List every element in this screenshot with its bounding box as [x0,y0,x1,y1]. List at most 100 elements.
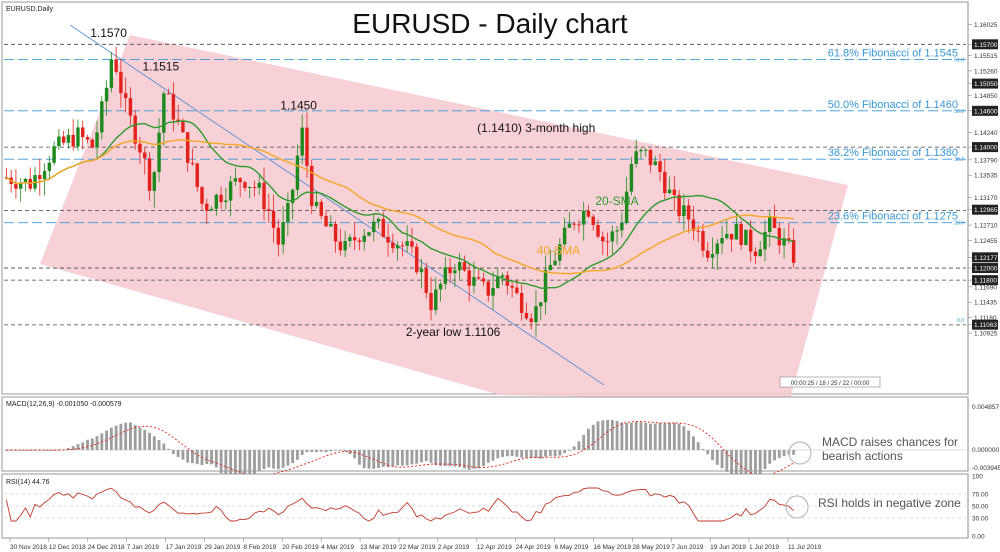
macd-bar [658,423,662,450]
macd-bar [653,423,657,450]
date-tick-label-2: 24 Dec 2018 [88,544,125,551]
macd-bar [281,450,285,468]
candle-body [596,225,600,237]
price-tick-label-20: 1.11180 [974,315,997,322]
price-tick-highlight-21 [972,319,998,330]
fib-label-2: 38.2% Fibonacci of 1.1380 [828,147,958,159]
macd-bar [291,450,295,464]
candle-body [76,127,80,147]
candle-body [720,238,724,244]
macd-bar [472,450,476,469]
candle-body [648,149,653,166]
macd-bar [295,450,299,460]
candle-body [562,227,567,245]
macd-bar [758,450,762,474]
candle-body [414,246,419,273]
candle-body [515,287,519,294]
annotation-3: (1.1410) 3-month high [477,121,595,135]
candle-body [400,245,405,247]
candle-body [462,262,467,271]
date-tick-label-11: 2 Apr 2019 [438,544,470,551]
candle-body [367,232,371,236]
macd-bar [453,450,457,467]
macd-bar [248,450,252,477]
macd-bar [672,422,676,450]
price-tick-label-11: 1.13170 [974,195,998,202]
candle-body [343,240,347,251]
candle-body [314,201,319,206]
rsi-highlight-circle [785,495,809,519]
candle-body [338,241,343,251]
macd-bar [243,450,247,478]
candle-body [443,267,448,284]
price-tick-label-10: 1.13535 [974,173,998,180]
trendline [69,24,605,386]
candle-body [486,281,490,296]
macd-bar [577,441,581,450]
macd-bar [634,421,638,450]
macd-bar [310,450,314,453]
price-tick-label-17: 1.11800 [974,278,997,285]
macd-bar [424,450,428,462]
candle-body [333,223,338,242]
candle-body [591,216,595,226]
candle-body [157,132,161,173]
macd-bar [47,450,51,451]
candle-body [205,203,209,211]
price-tick-label-4: 1.15050 [974,81,998,88]
macd-bar [773,450,776,461]
candle-body [300,127,304,156]
candle-body [429,292,433,311]
price-tick-label-5: 1.14850 [974,93,998,100]
fib-tag-2: 38.2 [954,157,964,163]
rsi-label: RSI(14) 44.76 [6,479,50,486]
candle-body [715,243,719,255]
macd-bar [358,450,361,465]
macd-bar [649,423,652,450]
candle-body [224,200,228,203]
macd-annotation-line2: bearish actions [822,449,903,463]
candle-body [181,121,185,133]
candle-body [500,275,505,277]
candle-body [348,237,352,241]
candle-body [620,222,624,231]
price-tick-highlight-6 [972,105,998,116]
candle-body [38,175,42,180]
candle-body [23,178,28,183]
price-tick-highlight-16 [972,263,998,274]
candle-body [395,245,400,249]
price-tick-label-13: 1.12710 [974,223,998,230]
macd-bar [138,427,142,450]
macd-bar [505,450,509,457]
rsi-axis: 100 70.00 50.00 30.00 0.00 [967,474,989,541]
descending-channel [40,35,848,400]
candle-body [257,182,261,188]
candle-body [653,161,657,166]
macd-bar [162,443,166,450]
date-tick-label-1: 12 Dec 2018 [49,544,86,551]
candle-body [295,155,300,190]
macd-bar [691,436,695,450]
macd-bar [219,450,223,474]
macd-bar [109,427,113,450]
candle-body [586,210,591,217]
macd-panel-frame [1,396,969,472]
macd-bar [210,450,213,465]
macd-bar [224,450,228,478]
fib-tag-0: 61.8 [954,57,964,63]
macd-bar [348,450,352,454]
period-box-text: 00:00:25 / 18 / 25 / 22 / 00:00 [791,381,870,387]
macd-bar [739,450,743,479]
annotation-1: 1.1515 [142,59,179,73]
macd-bar [353,450,357,459]
candle-body [166,93,171,95]
channel-polygon [40,35,848,400]
macd-bar [43,450,46,451]
annotation-0: 1.1570 [90,26,127,40]
candle-body [634,151,638,164]
macd-bar [644,422,648,450]
candle-body [319,201,323,216]
candle-body [119,71,123,94]
candle-body [534,306,538,323]
